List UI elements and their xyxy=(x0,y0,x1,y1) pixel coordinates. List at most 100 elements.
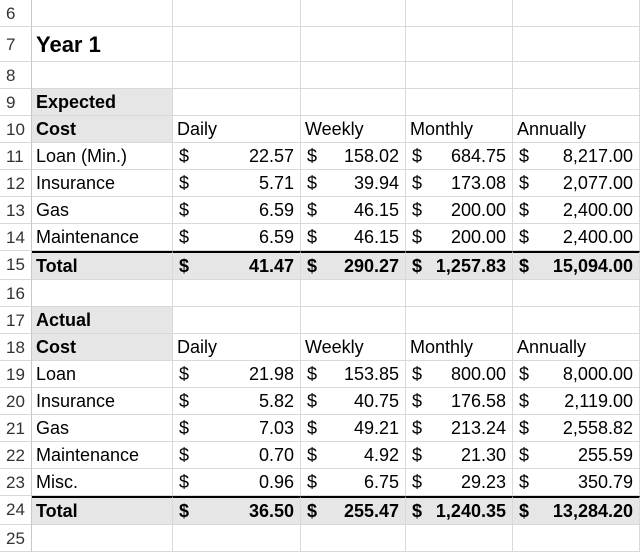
monthly-cell[interactable]: $29.23 xyxy=(406,469,513,496)
daily-cell[interactable]: $0.70 xyxy=(173,442,301,469)
cell[interactable] xyxy=(513,27,640,62)
cell[interactable] xyxy=(301,307,406,334)
row-label[interactable]: Insurance xyxy=(32,388,173,415)
daily-cell[interactable]: $22.57 xyxy=(173,143,301,170)
monthly-cell[interactable]: $200.00 xyxy=(406,197,513,224)
cell[interactable] xyxy=(513,0,640,27)
row-label[interactable]: Loan xyxy=(32,361,173,388)
annually-header[interactable]: Annually xyxy=(513,334,640,361)
monthly-header[interactable]: Monthly xyxy=(406,116,513,143)
cell[interactable] xyxy=(406,280,513,307)
total-label[interactable]: Total xyxy=(32,496,173,525)
daily-cell[interactable]: $6.59 xyxy=(173,197,301,224)
total-weekly-cell[interactable]: $255.47 xyxy=(301,496,406,525)
expected-section-label[interactable]: Expected xyxy=(32,89,173,116)
row-header[interactable]: 7 xyxy=(0,27,32,62)
monthly-cell[interactable]: $176.58 xyxy=(406,388,513,415)
weekly-cell[interactable]: $49.21 xyxy=(301,415,406,442)
annually-cell[interactable]: $2,400.00 xyxy=(513,224,640,251)
monthly-cell[interactable]: $21.30 xyxy=(406,442,513,469)
weekly-header[interactable]: Weekly xyxy=(301,334,406,361)
row-header[interactable]: 6 xyxy=(0,0,32,27)
total-label[interactable]: Total xyxy=(32,251,173,280)
weekly-cell[interactable]: $158.02 xyxy=(301,143,406,170)
annually-header[interactable]: Annually xyxy=(513,116,640,143)
row-header[interactable]: 10 xyxy=(0,116,32,143)
annually-cell[interactable]: $2,400.00 xyxy=(513,197,640,224)
row-header[interactable]: 13 xyxy=(0,197,32,224)
row-header[interactable]: 9 xyxy=(0,89,32,116)
annually-cell[interactable]: $255.59 xyxy=(513,442,640,469)
weekly-cell[interactable]: $4.92 xyxy=(301,442,406,469)
daily-cell[interactable]: $6.59 xyxy=(173,224,301,251)
weekly-cell[interactable]: $46.15 xyxy=(301,197,406,224)
monthly-cell[interactable]: $173.08 xyxy=(406,170,513,197)
row-header[interactable]: 23 xyxy=(0,469,32,496)
daily-cell[interactable]: $21.98 xyxy=(173,361,301,388)
monthly-header[interactable]: Monthly xyxy=(406,334,513,361)
row-header[interactable]: 17 xyxy=(0,307,32,334)
cell[interactable] xyxy=(301,280,406,307)
row-label[interactable]: Maintenance xyxy=(32,224,173,251)
row-header[interactable]: 8 xyxy=(0,62,32,89)
row-header[interactable]: 18 xyxy=(0,334,32,361)
sheet-title-cell[interactable]: Year 1 xyxy=(32,27,173,62)
cell[interactable] xyxy=(173,62,301,89)
row-header[interactable]: 19 xyxy=(0,361,32,388)
row-label[interactable]: Gas xyxy=(32,415,173,442)
daily-header[interactable]: Daily xyxy=(173,116,301,143)
daily-cell[interactable]: $5.71 xyxy=(173,170,301,197)
cell[interactable] xyxy=(32,62,173,89)
row-header[interactable]: 12 xyxy=(0,170,32,197)
cell[interactable] xyxy=(32,525,173,552)
cell[interactable] xyxy=(406,62,513,89)
cell[interactable] xyxy=(513,280,640,307)
total-annually-cell[interactable]: $15,094.00 xyxy=(513,251,640,280)
row-header[interactable]: 24 xyxy=(0,496,32,525)
cell[interactable] xyxy=(173,0,301,27)
row-header[interactable]: 11 xyxy=(0,143,32,170)
weekly-cell[interactable]: $40.75 xyxy=(301,388,406,415)
weekly-cell[interactable]: $39.94 xyxy=(301,170,406,197)
total-daily-cell[interactable]: $36.50 xyxy=(173,496,301,525)
cell[interactable] xyxy=(173,89,301,116)
row-header[interactable]: 21 xyxy=(0,415,32,442)
row-label[interactable]: Misc. xyxy=(32,469,173,496)
cell[interactable] xyxy=(406,0,513,27)
row-header[interactable]: 14 xyxy=(0,224,32,251)
weekly-header[interactable]: Weekly xyxy=(301,116,406,143)
cell[interactable] xyxy=(406,525,513,552)
row-header[interactable]: 25 xyxy=(0,525,32,552)
daily-header[interactable]: Daily xyxy=(173,334,301,361)
annually-cell[interactable]: $2,558.82 xyxy=(513,415,640,442)
row-header[interactable]: 16 xyxy=(0,280,32,307)
annually-cell[interactable]: $8,000.00 xyxy=(513,361,640,388)
cell[interactable] xyxy=(301,525,406,552)
cell[interactable] xyxy=(513,62,640,89)
total-annually-cell[interactable]: $13,284.20 xyxy=(513,496,640,525)
annually-cell[interactable]: $8,217.00 xyxy=(513,143,640,170)
cell[interactable] xyxy=(173,280,301,307)
weekly-cell[interactable]: $6.75 xyxy=(301,469,406,496)
cell[interactable] xyxy=(32,0,173,27)
daily-cell[interactable]: $0.96 xyxy=(173,469,301,496)
cell[interactable] xyxy=(301,89,406,116)
cell[interactable] xyxy=(173,307,301,334)
row-header[interactable]: 15 xyxy=(0,251,32,280)
monthly-cell[interactable]: $200.00 xyxy=(406,224,513,251)
row-label[interactable]: Loan (Min.) xyxy=(32,143,173,170)
total-daily-cell[interactable]: $41.47 xyxy=(173,251,301,280)
cell[interactable] xyxy=(513,89,640,116)
cell[interactable] xyxy=(301,27,406,62)
actual-section-label[interactable]: Actual xyxy=(32,307,173,334)
cell[interactable] xyxy=(513,525,640,552)
cell[interactable] xyxy=(513,307,640,334)
cost-header[interactable]: Cost xyxy=(32,334,173,361)
monthly-cell[interactable]: $213.24 xyxy=(406,415,513,442)
row-header[interactable]: 22 xyxy=(0,442,32,469)
annually-cell[interactable]: $2,077.00 xyxy=(513,170,640,197)
cell[interactable] xyxy=(32,280,173,307)
annually-cell[interactable]: $2,119.00 xyxy=(513,388,640,415)
cell[interactable] xyxy=(406,89,513,116)
total-weekly-cell[interactable]: $290.27 xyxy=(301,251,406,280)
